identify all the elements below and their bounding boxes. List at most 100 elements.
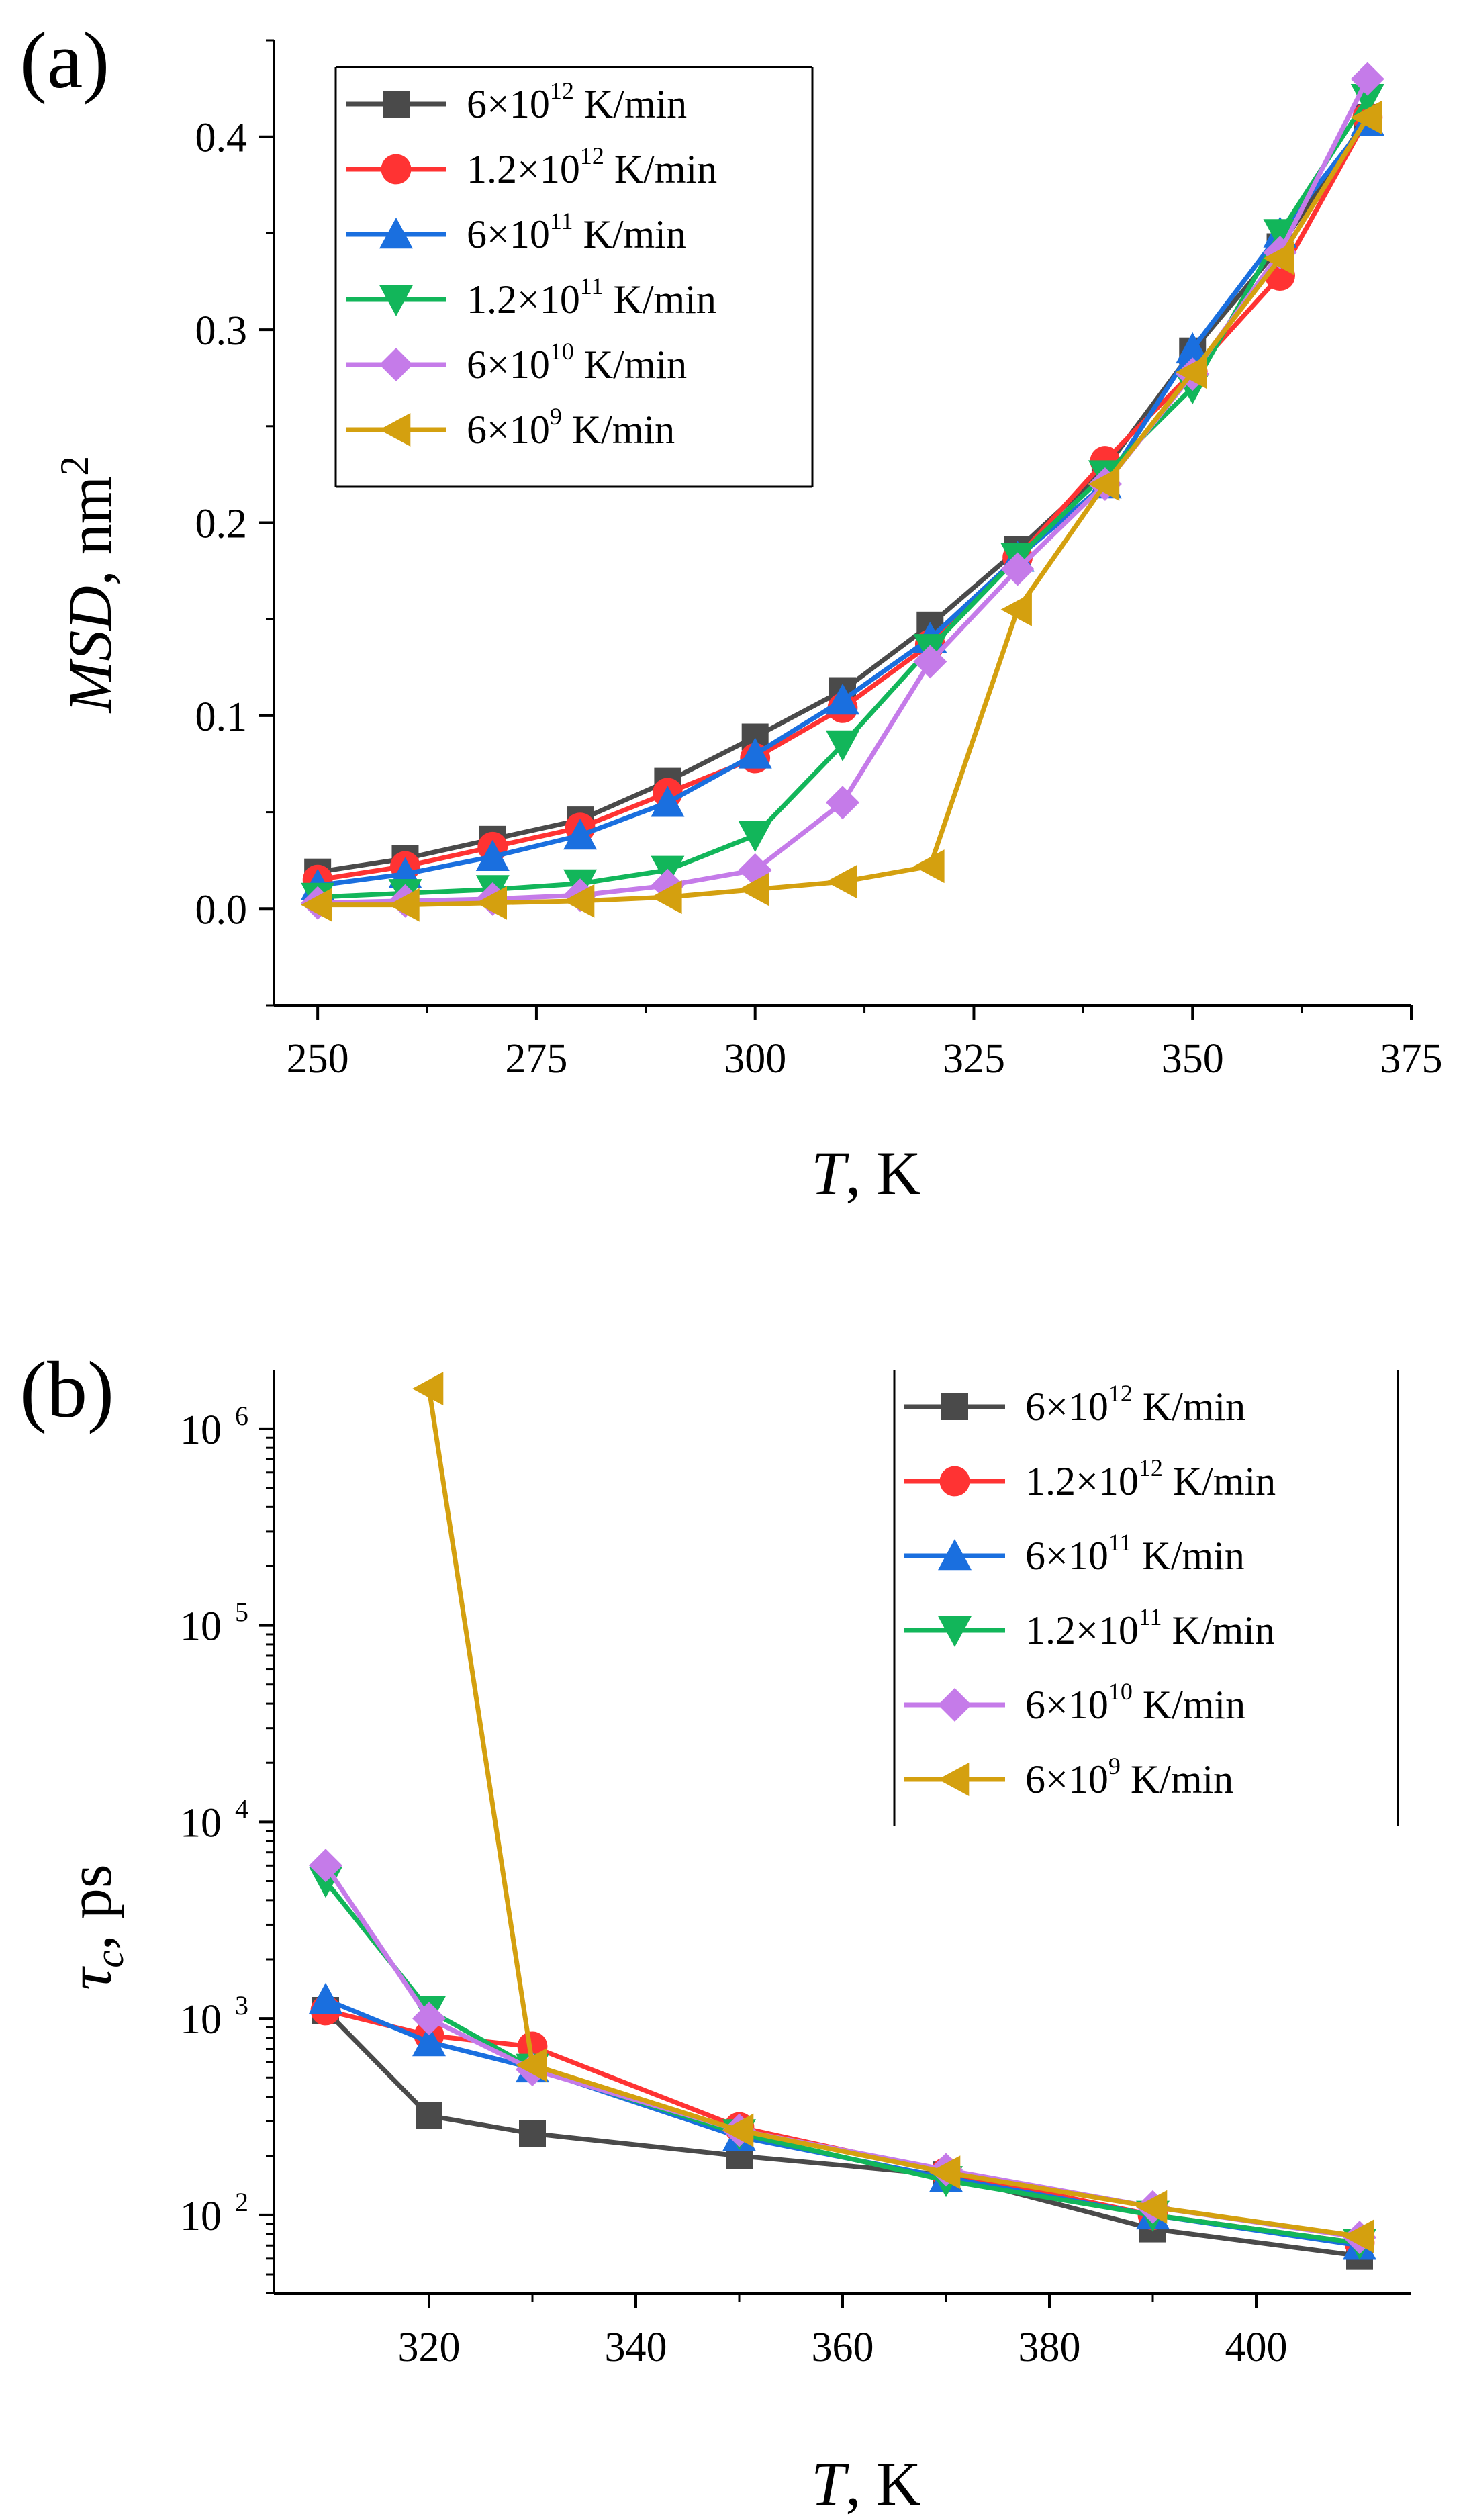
axes-b-x-tick-label: 380	[1019, 2325, 1081, 2370]
legend-entry-6-10-11-k-min: 6×1011 K/min	[904, 1529, 1245, 1578]
axes-a-x-tick-label: 325	[943, 1036, 1005, 1082]
legend-label-base: 6×10	[1025, 1385, 1108, 1429]
series-6-10-9-k-min-line	[426, 1388, 1360, 2239]
axes-b: 320 340 360 380 400 10 2 10 3 10 4 10 5 10 6	[180, 1370, 1411, 2370]
series-6-10-10-k-min-point	[412, 2002, 446, 2036]
x-axis-title-a-italic: T	[811, 1139, 849, 1207]
legend-label-unit: K/min	[1133, 1385, 1245, 1429]
series-6-10-11-k-min-point	[309, 1982, 342, 2014]
axes-a-y-tick-label: 0.3	[195, 308, 248, 354]
series-6-10-9-k-min	[301, 101, 1382, 922]
series-6-10-9-k-min-point	[301, 888, 332, 922]
axes-a-y-tick-label: 0.1	[195, 694, 248, 740]
legend-label: 6×1010 K/min	[467, 338, 687, 387]
series-6-10-11-k-min-point	[475, 839, 510, 871]
legend-label-base: 1.2×10	[1025, 1608, 1139, 1652]
series-6-10-9-k-min-point	[412, 1372, 444, 1406]
legend-label-unit: K/min	[1121, 1757, 1233, 1802]
series-6-10-11-k-min-point	[412, 2025, 446, 2057]
legend-entry-6-10-9-k-min: 6×109 K/min	[904, 1753, 1233, 1802]
legend-entry-6-10-12-k-min: 6×1012 K/min	[904, 1380, 1245, 1429]
series-6-10-9-k-min-point	[722, 2113, 754, 2147]
series-6-10-11-k-min-point	[1176, 332, 1210, 364]
legend-label-base: 6×10	[1025, 1534, 1108, 1578]
legend-label: 1.2×1012 K/min	[1025, 1454, 1276, 1503]
legend-swatch-marker	[939, 1466, 970, 1497]
axes-a: 250 275 300 325 350 375 0.0 0.1 0.2 0.3 0.4	[195, 39, 1443, 1082]
axes-b-y-tick-label: 10	[180, 1800, 222, 1846]
series-6-10-10-k-min-point	[309, 1849, 342, 1883]
axes-a-x-tick-label: 375	[1380, 1036, 1443, 1082]
axes-a-x-tick-label: 250	[287, 1036, 349, 1082]
series-6-10-12-k-min-point	[416, 2102, 442, 2130]
axes-a-x-tick-label: 275	[505, 1036, 567, 1082]
legend-entry-6-10-9-k-min: 6×109 K/min	[346, 403, 675, 452]
legend-label: 1.2×1012 K/min	[467, 142, 717, 191]
legend-label-exponent: 9	[550, 403, 562, 430]
series-group-a	[301, 62, 1384, 922]
axes-b-x-tick-label: 340	[605, 2325, 667, 2370]
legend-label-unit: K/min	[574, 342, 687, 387]
series-6-10-9-k-min-point	[826, 865, 857, 899]
legend-label: 6×1010 K/min	[1025, 1678, 1245, 1727]
series-6-10-11-k-min-point	[738, 737, 772, 769]
series-6-10-9-k-min-point	[913, 849, 945, 884]
legend-label-unit: K/min	[1162, 1608, 1275, 1652]
legend-label-unit: K/min	[562, 408, 675, 452]
series-6-10-11-k-min-point	[826, 683, 859, 715]
x-axis-title-b-rest: , K	[845, 2449, 920, 2518]
legend-entry-6-10-10-k-min: 6×1010 K/min	[904, 1678, 1245, 1727]
legend-label-exponent: 12	[1108, 1380, 1133, 1407]
y-axis-title-b-sub: c	[87, 1950, 132, 1968]
axes-b-y-tick-exponent: 2	[235, 2187, 248, 2217]
legend-swatch-marker	[938, 1616, 972, 1647]
panel-label-a: (a)	[20, 15, 109, 105]
legend-label-unit: K/min	[604, 147, 717, 191]
legend-entry-1-2-10-11-k-min: 1.2×1011 K/min	[346, 273, 716, 322]
axes-b-x-tick-label: 320	[398, 2325, 461, 2370]
legend-label-exponent: 11	[550, 207, 573, 234]
legend-label-base: 6×10	[1025, 1683, 1108, 1727]
legend-label: 1.2×1011 K/min	[1025, 1603, 1275, 1652]
legend-label: 6×1011 K/min	[1025, 1529, 1245, 1578]
legend-label: 1.2×1011 K/min	[467, 273, 716, 322]
legend-label-unit: K/min	[1132, 1534, 1245, 1578]
legend-swatch-marker	[383, 91, 410, 118]
axes-b-y-tick-exponent: 3	[235, 1990, 248, 2020]
axes-a-x-tick-label: 350	[1162, 1036, 1224, 1082]
legend-label-unit: K/min	[573, 212, 686, 256]
legend-label-exponent: 12	[550, 77, 574, 104]
legend-label-base: 6×10	[467, 408, 550, 452]
legend-label-exponent: 10	[1108, 1678, 1133, 1705]
legend-label: 6×1012 K/min	[467, 77, 687, 126]
series-6-10-11-k-min-point	[563, 819, 598, 850]
series-6-10-10-k-min-point	[826, 786, 859, 820]
legend-entry-1-2-10-12-k-min: 1.2×1012 K/min	[346, 142, 717, 191]
y-axis-title-b-italic: τ	[56, 1966, 124, 1990]
y-axis-title-a-rest: , nm	[56, 476, 124, 586]
axes-b-y-tick-label: 10	[180, 1407, 222, 1453]
series-6-10-9-k-min-point	[1000, 592, 1032, 626]
series-6-10-9-k-min-point	[563, 884, 595, 918]
axes-b-y-tick-label: 10	[180, 1997, 222, 2043]
series-6-10-9-k-min-point	[1176, 355, 1207, 389]
y-axis-title-b: τc, ps	[56, 1864, 132, 1990]
legend-label-base: 6×10	[467, 82, 550, 126]
legend-swatch-marker	[379, 348, 413, 381]
legend-label-base: 6×10	[467, 342, 550, 387]
legend-label-exponent: 12	[580, 142, 604, 169]
axes-b-y-tick-exponent: 6	[235, 1401, 248, 1431]
legend-swatch-marker	[938, 1763, 970, 1796]
x-axis-title-b: T, K	[811, 2449, 921, 2518]
y-axis-title-a: MSD, nm2	[52, 456, 124, 714]
legend-label-exponent: 9	[1108, 1753, 1121, 1779]
legend-swatch-marker	[381, 154, 412, 185]
legend-label-base: 6×10	[467, 212, 550, 256]
axes-b-y-tick-exponent: 4	[235, 1793, 248, 1824]
series-1-2-10-11-k-min-point	[826, 730, 859, 761]
legend-swatch-marker	[941, 1393, 968, 1420]
legend-swatch-marker	[938, 1539, 972, 1571]
legend-swatch-marker	[379, 218, 413, 249]
